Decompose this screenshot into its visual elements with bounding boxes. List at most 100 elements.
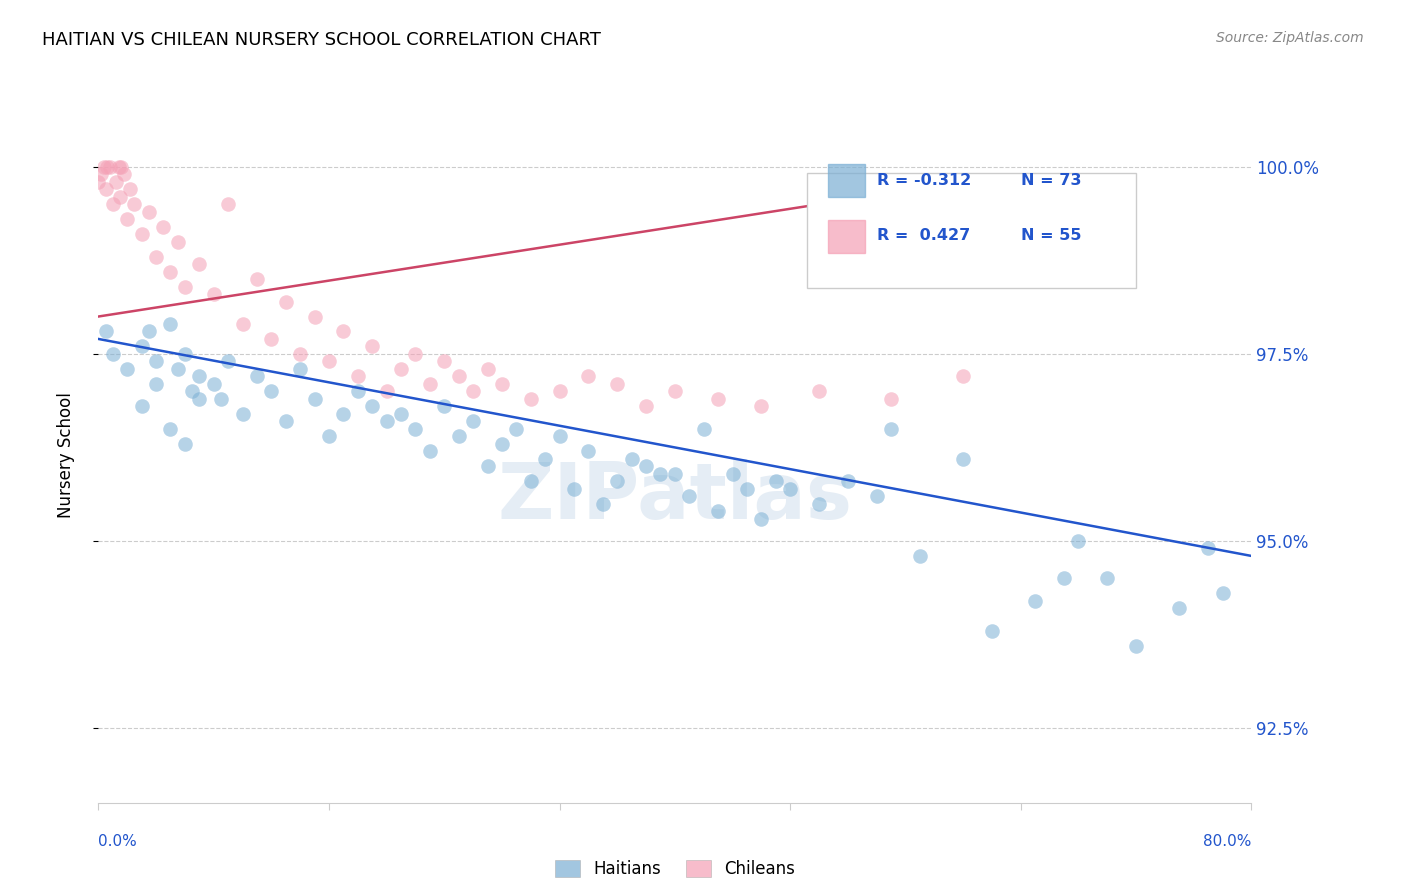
Point xyxy=(346,369,368,384)
Point xyxy=(1168,601,1191,615)
Point xyxy=(260,332,283,346)
Point xyxy=(779,482,801,496)
Point xyxy=(231,407,254,421)
Point xyxy=(145,376,167,391)
Point xyxy=(96,160,118,174)
Point xyxy=(124,197,146,211)
Point xyxy=(389,362,412,376)
Point xyxy=(419,444,441,458)
Point xyxy=(174,347,197,361)
Point xyxy=(231,317,254,331)
Legend: Haitians, Chileans: Haitians, Chileans xyxy=(548,854,801,885)
Point xyxy=(866,489,889,503)
Point xyxy=(1212,586,1234,600)
Text: 80.0%: 80.0% xyxy=(1204,834,1251,849)
Point xyxy=(166,235,188,249)
Point xyxy=(534,451,557,466)
Point xyxy=(707,504,730,518)
Point xyxy=(620,451,643,466)
Point xyxy=(664,467,686,481)
Point xyxy=(274,294,297,309)
Point xyxy=(159,265,181,279)
Point xyxy=(693,422,716,436)
Point xyxy=(576,369,599,384)
Point xyxy=(174,279,197,293)
Point xyxy=(477,362,499,376)
Point xyxy=(375,414,398,428)
FancyBboxPatch shape xyxy=(828,219,865,253)
Point xyxy=(952,451,974,466)
Point xyxy=(188,257,211,271)
Point xyxy=(138,204,160,219)
Point xyxy=(304,392,326,406)
FancyBboxPatch shape xyxy=(828,164,865,197)
Point xyxy=(505,422,527,436)
Point xyxy=(650,467,672,481)
Point xyxy=(101,197,124,211)
Point xyxy=(389,407,412,421)
Text: R =  0.427: R = 0.427 xyxy=(877,228,970,244)
Point xyxy=(101,347,124,361)
Point xyxy=(98,160,121,174)
Point xyxy=(1053,571,1076,585)
Point xyxy=(361,339,384,353)
Point xyxy=(721,467,744,481)
Point xyxy=(1024,594,1046,608)
Point xyxy=(304,310,326,324)
Point xyxy=(117,212,139,227)
Point xyxy=(678,489,700,503)
Point xyxy=(1097,571,1119,585)
Point xyxy=(90,167,112,181)
Point xyxy=(131,339,153,353)
Point xyxy=(765,474,787,488)
Text: HAITIAN VS CHILEAN NURSERY SCHOOL CORRELATION CHART: HAITIAN VS CHILEAN NURSERY SCHOOL CORREL… xyxy=(42,31,600,49)
Point xyxy=(461,384,484,399)
Point xyxy=(217,197,239,211)
Point xyxy=(981,624,1004,638)
Point xyxy=(290,362,312,376)
Point xyxy=(636,399,658,413)
Point xyxy=(807,497,830,511)
Point xyxy=(209,392,232,406)
Point xyxy=(246,272,269,286)
Point xyxy=(576,444,599,458)
Point xyxy=(548,384,571,399)
FancyBboxPatch shape xyxy=(807,173,1136,288)
Point xyxy=(108,190,131,204)
Point xyxy=(606,474,628,488)
Point xyxy=(520,474,543,488)
Point xyxy=(145,354,167,368)
Point xyxy=(152,219,174,234)
Point xyxy=(145,250,167,264)
Point xyxy=(548,429,571,443)
Point xyxy=(181,384,204,399)
Point xyxy=(166,362,188,376)
Point xyxy=(707,392,730,406)
Point xyxy=(188,369,211,384)
Text: 0.0%: 0.0% xyxy=(98,834,138,849)
Point xyxy=(107,160,129,174)
Point xyxy=(260,384,283,399)
Point xyxy=(880,422,903,436)
Point xyxy=(290,347,312,361)
Point xyxy=(735,482,758,496)
Point xyxy=(104,175,127,189)
Point xyxy=(159,317,181,331)
Point xyxy=(837,474,859,488)
Point xyxy=(332,407,354,421)
Point xyxy=(562,482,585,496)
Point xyxy=(447,429,470,443)
Point xyxy=(138,325,160,339)
Point xyxy=(346,384,368,399)
Point xyxy=(131,227,153,242)
Point xyxy=(751,399,773,413)
Point xyxy=(952,369,974,384)
Point xyxy=(93,160,115,174)
Point xyxy=(636,459,658,474)
Point xyxy=(520,392,543,406)
Point xyxy=(112,167,135,181)
Point xyxy=(159,422,181,436)
Point xyxy=(751,511,773,525)
Point xyxy=(131,399,153,413)
Point xyxy=(664,384,686,399)
